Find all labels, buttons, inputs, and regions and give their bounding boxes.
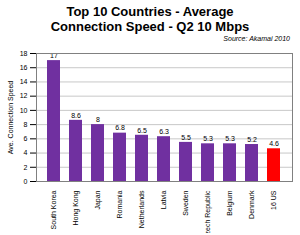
svg-text:8: 8 [96,116,100,123]
svg-text:0: 0 [24,178,28,185]
html-text:Top 10 Countries - Average Con: Top 10 Countries - Average Connection Sp… [50,4,250,34]
svg-text:Czech Republic: Czech Republic [204,190,212,233]
svg-text:8.6: 8.6 [71,112,81,119]
svg-text:Netherlands: Netherlands [138,190,145,228]
svg-text:17: 17 [50,52,58,59]
html-text:Source: Akamai 2010: Source: Akamai 2010 [223,35,290,42]
svg-text:Ave. Connection Speed: Ave. Connection Speed [7,81,15,155]
svg-text:16 US: 16 US [270,190,277,210]
svg-text:South Korea: South Korea [50,190,57,229]
svg-text:Romania: Romania [116,190,123,218]
svg-text:5.2: 5.2 [247,136,257,143]
svg-text:Japan: Japan [94,190,102,209]
svg-text:6.8: 6.8 [115,124,125,131]
svg-text:5.3: 5.3 [203,135,213,142]
svg-text:4.6: 4.6 [269,140,279,147]
svg-text:Sweden: Sweden [182,190,189,215]
svg-text:6.3: 6.3 [159,128,169,135]
svg-text:6: 6 [24,135,28,142]
svg-text:18: 18 [20,50,28,57]
svg-text:14: 14 [20,78,28,85]
svg-text:6.5: 6.5 [137,127,147,134]
svg-text:Denmark: Denmark [248,190,255,219]
svg-text:Latvia: Latvia [160,190,167,209]
svg-text:5.3: 5.3 [225,135,235,142]
svg-text:4: 4 [24,149,28,156]
svg-text:2: 2 [24,164,28,171]
svg-text:5.5: 5.5 [181,134,191,141]
svg-text:8: 8 [24,121,28,128]
svg-text:Belgium: Belgium [226,190,234,215]
svg-text:12: 12 [20,92,28,99]
svg-text:10: 10 [20,107,28,114]
svg-text:Hong Kong: Hong Kong [72,190,80,225]
svg-text:16: 16 [20,64,28,71]
